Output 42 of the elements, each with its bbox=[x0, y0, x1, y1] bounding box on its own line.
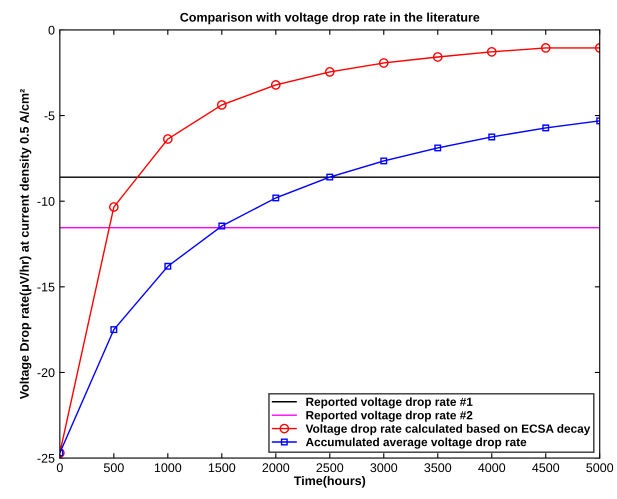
x-tick-label: 0 bbox=[56, 463, 63, 472]
y-tick-label: -20 bbox=[37, 368, 54, 378]
x-tick-label: 5000 bbox=[586, 463, 614, 472]
y-tick-label: -10 bbox=[37, 197, 54, 206]
legend-label: Reported voltage drop rate #1 bbox=[306, 397, 473, 408]
x-tick-label: 1000 bbox=[154, 463, 182, 472]
point bbox=[486, 47, 497, 57]
y-tick-label: -25 bbox=[37, 454, 54, 463]
y-axis-title: Voltage Drop rate(μV/hr) at current density 0.5 A/cm² bbox=[20, 89, 32, 400]
point bbox=[434, 144, 442, 152]
point bbox=[542, 124, 550, 132]
point bbox=[218, 222, 226, 230]
y-tick-label: -5 bbox=[44, 112, 54, 120]
x-tick-label: 1500 bbox=[208, 463, 236, 472]
x-tick-label: 2000 bbox=[262, 463, 290, 472]
point bbox=[270, 80, 281, 90]
legend-label: Reported voltage drop rate #2 bbox=[306, 410, 472, 422]
point bbox=[272, 194, 280, 202]
point bbox=[326, 174, 334, 181]
point bbox=[164, 262, 172, 270]
point bbox=[108, 202, 119, 212]
x-tick-label: 3000 bbox=[370, 463, 398, 472]
point bbox=[324, 67, 335, 77]
x-tick-label: 3500 bbox=[424, 463, 452, 472]
point bbox=[432, 52, 443, 62]
point bbox=[378, 58, 389, 68]
legend-label: Accumulated average voltage drop rate bbox=[306, 438, 526, 449]
x-tick-label: 4500 bbox=[532, 463, 560, 472]
y-tick-label: -15 bbox=[37, 282, 54, 292]
x-axis-title: Time(hours) bbox=[294, 476, 366, 488]
point bbox=[216, 100, 227, 110]
point bbox=[110, 326, 118, 334]
point bbox=[540, 43, 551, 53]
chart-title: Comparison with voltage drop rate in the literature bbox=[180, 12, 480, 24]
y-tick-label: 0 bbox=[48, 26, 54, 35]
x-tick-label: 2500 bbox=[316, 463, 344, 472]
point bbox=[162, 134, 173, 144]
point bbox=[380, 157, 388, 164]
x-tick-label: 500 bbox=[104, 463, 124, 472]
legend-label: Voltage drop rate calculated based on ECSA decay bbox=[306, 424, 590, 436]
point bbox=[488, 134, 496, 140]
x-tick-label: 4000 bbox=[478, 463, 506, 472]
